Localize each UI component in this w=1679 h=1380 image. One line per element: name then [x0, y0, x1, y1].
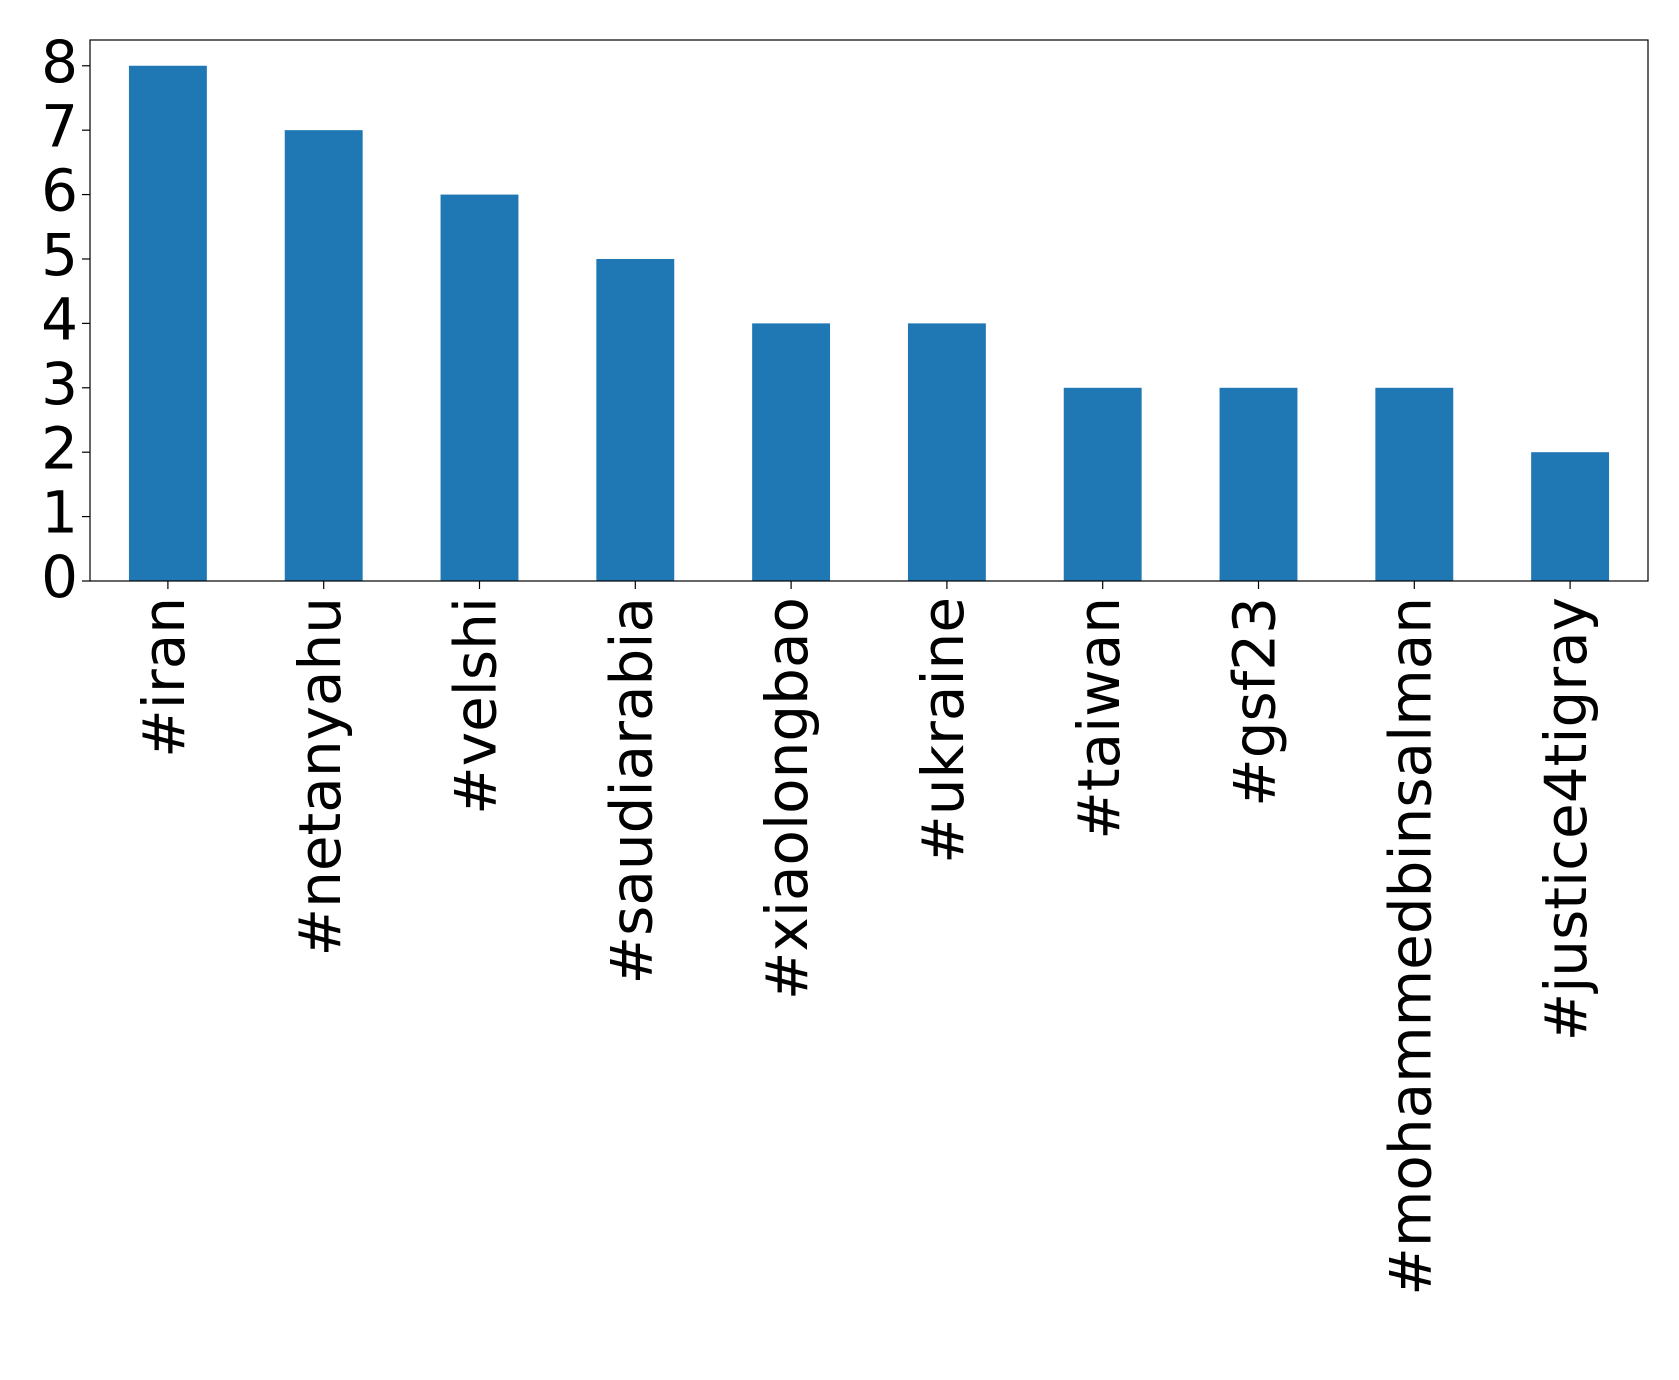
- bar: [1219, 387, 1298, 581]
- bar: [1375, 387, 1454, 581]
- bar: [907, 323, 986, 581]
- x-tick-label: #velshi: [442, 597, 510, 815]
- bar: [596, 258, 675, 581]
- y-tick-label: 4: [41, 285, 78, 353]
- x-tick-label: #saudiarabia: [597, 597, 665, 984]
- x-tick-label: #netanyahu: [286, 597, 354, 956]
- y-tick-label: 2: [41, 414, 78, 482]
- y-tick-label: 3: [41, 350, 78, 418]
- bar: [1063, 387, 1142, 581]
- plot-frame: [89, 39, 1649, 582]
- y-tick-label: 7: [41, 92, 78, 160]
- y-tick-label: 6: [41, 157, 78, 225]
- x-tick-label: #justice4tigray: [1532, 597, 1600, 1041]
- bar: [1531, 452, 1610, 581]
- x-tick-label: #mohammedbinsalman: [1376, 597, 1444, 1296]
- x-tick-label: #xiaolongbao: [753, 597, 821, 1000]
- bar: [128, 65, 207, 581]
- y-tick-label: 0: [41, 543, 78, 611]
- x-tick-label: #ukraine: [909, 597, 977, 864]
- x-tick-label: #iran: [130, 597, 198, 758]
- y-tick-label: 8: [41, 28, 78, 96]
- bar: [752, 323, 831, 581]
- y-tick-label: 1: [41, 479, 78, 547]
- bar: [284, 130, 363, 581]
- x-tick-label: #gsf23: [1221, 597, 1289, 807]
- y-tick-label: 5: [41, 221, 78, 289]
- x-tick-label: #taiwan: [1065, 597, 1133, 840]
- bar: [440, 194, 519, 582]
